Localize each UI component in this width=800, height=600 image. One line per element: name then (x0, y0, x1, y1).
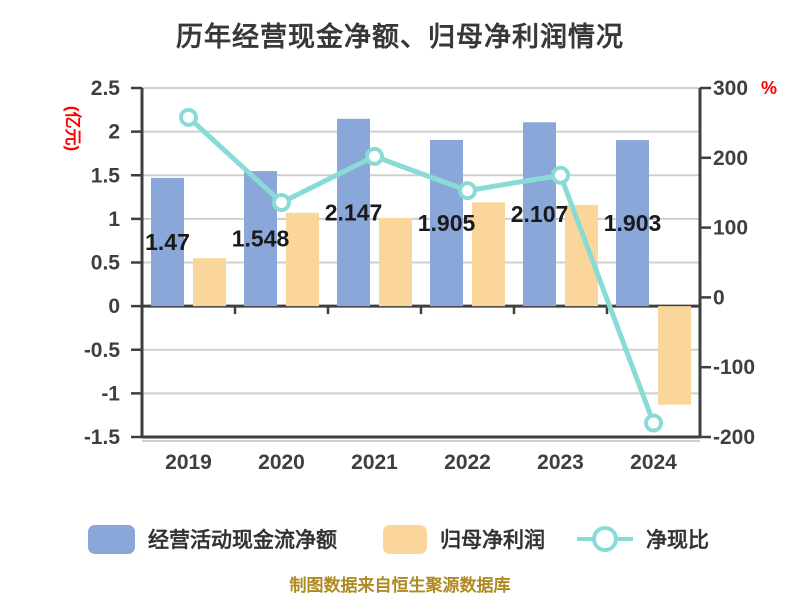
cash-bar-value-label: 1.905 (418, 210, 476, 236)
legend-label-ratio: 净现比 (646, 529, 709, 552)
cash-bar-value-label: 1.47 (145, 229, 190, 255)
cash-bar-2024 (616, 140, 649, 307)
left-axis-unit-label: (亿元) (63, 105, 83, 152)
x-axis-year-label: 2021 (351, 451, 398, 474)
cash-bar-2021 (337, 118, 370, 307)
cash-bar-value-label: 2.107 (511, 201, 569, 227)
right-axis-tick-label: 100 (713, 217, 748, 240)
legend-item-ratio: 净现比 (577, 523, 709, 555)
legend: 经营活动现金流净额 归母净利润 净现比 (0, 523, 800, 555)
right-axis-tick-label: -200 (713, 426, 755, 449)
x-axis-year-label: 2022 (444, 451, 491, 474)
ratio-series-line-marker-icon (577, 524, 633, 554)
cash-series-swatch (88, 524, 135, 554)
ratio-marker-2022 (458, 181, 477, 201)
cash-bar-value-label: 1.548 (232, 226, 290, 252)
ratio-marker-2021 (365, 146, 384, 166)
cash-bar-2019 (151, 177, 184, 307)
legend-item-profit: 归母净利润 (383, 523, 545, 555)
left-axis-tick-label: 1.5 (91, 164, 121, 187)
legend-label-profit: 归母净利润 (440, 529, 545, 552)
left-axis-tick-label: 2 (108, 121, 120, 144)
left-axis-tick-label: -0.5 (84, 339, 121, 362)
profit-bar-2022 (472, 202, 505, 307)
ratio-line (186, 114, 656, 426)
left-axis-tick-label: 0 (108, 295, 120, 318)
left-axis-tick-label: -1 (101, 382, 120, 405)
profit-bar-2019 (193, 258, 226, 307)
x-axis-year-label: 2020 (258, 451, 305, 474)
ratio-marker-2023 (551, 165, 570, 185)
cash-bar-value-label: 2.147 (325, 199, 383, 225)
data-source-note: 制图数据来自恒生聚源数据库 (289, 576, 511, 595)
left-axis-tick-label: 2.5 (91, 77, 121, 100)
right-axis-tick-label: 300 (713, 77, 748, 100)
left-axis-tick-label: 0.5 (91, 252, 121, 275)
profit-bar-2021 (379, 218, 412, 307)
legend-item-cash: 经营活动现金流净额 (88, 523, 337, 555)
right-axis-tick-label: -100 (713, 356, 755, 379)
profit-bar-2020 (286, 212, 319, 307)
left-axis-tick-label: -1.5 (84, 426, 121, 449)
chart-title: 历年经营现金净额、归母净利润情况 (176, 22, 624, 52)
x-axis-year-label: 2023 (537, 451, 584, 474)
cash-bar-2022 (430, 139, 463, 307)
right-axis-tick-label: 200 (713, 147, 748, 170)
right-axis-unit-label: % (761, 78, 778, 98)
right-axis-tick-label: 0 (713, 286, 725, 309)
ratio-marker-2024 (644, 413, 663, 433)
profit-bar-2024 (658, 306, 691, 405)
ratio-marker-2020 (272, 192, 291, 212)
legend-label-cash: 经营活动现金流净额 (148, 529, 337, 552)
profit-series-swatch (383, 524, 427, 554)
ratio-marker-2019 (179, 107, 198, 127)
x-axis-year-label: 2019 (165, 451, 212, 474)
cash-bar-value-label: 1.903 (604, 210, 662, 236)
left-axis-tick-label: 1 (108, 208, 120, 231)
cash-bar-2023 (523, 122, 556, 307)
x-axis-year-label: 2024 (630, 451, 677, 474)
